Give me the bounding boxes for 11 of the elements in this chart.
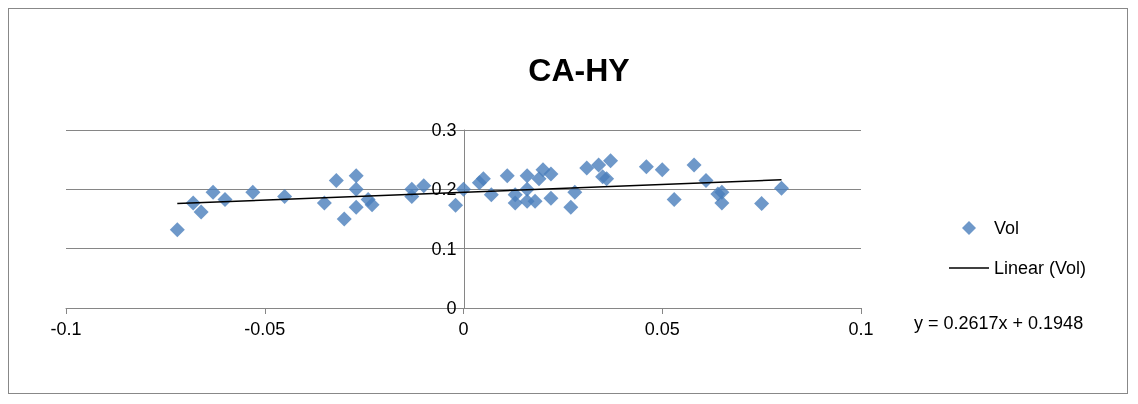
y-tick-label: 0.3	[431, 120, 457, 140]
y-tick-label: 0.1	[431, 238, 457, 259]
y-tick-label: 0	[446, 298, 457, 318]
x-tick-label: 0.1	[848, 319, 874, 339]
legend-label: Linear (Vol)	[994, 258, 1087, 278]
legend-label: Vol	[994, 218, 1020, 238]
x-tick-label: -0.05	[244, 319, 286, 339]
x-tick-label: -0.1	[50, 319, 82, 339]
chart-title: CA-HY	[528, 52, 630, 88]
text: y = 0.2617x + 0.1948	[914, 313, 1084, 333]
x-tick-label: 0.05	[644, 319, 680, 339]
